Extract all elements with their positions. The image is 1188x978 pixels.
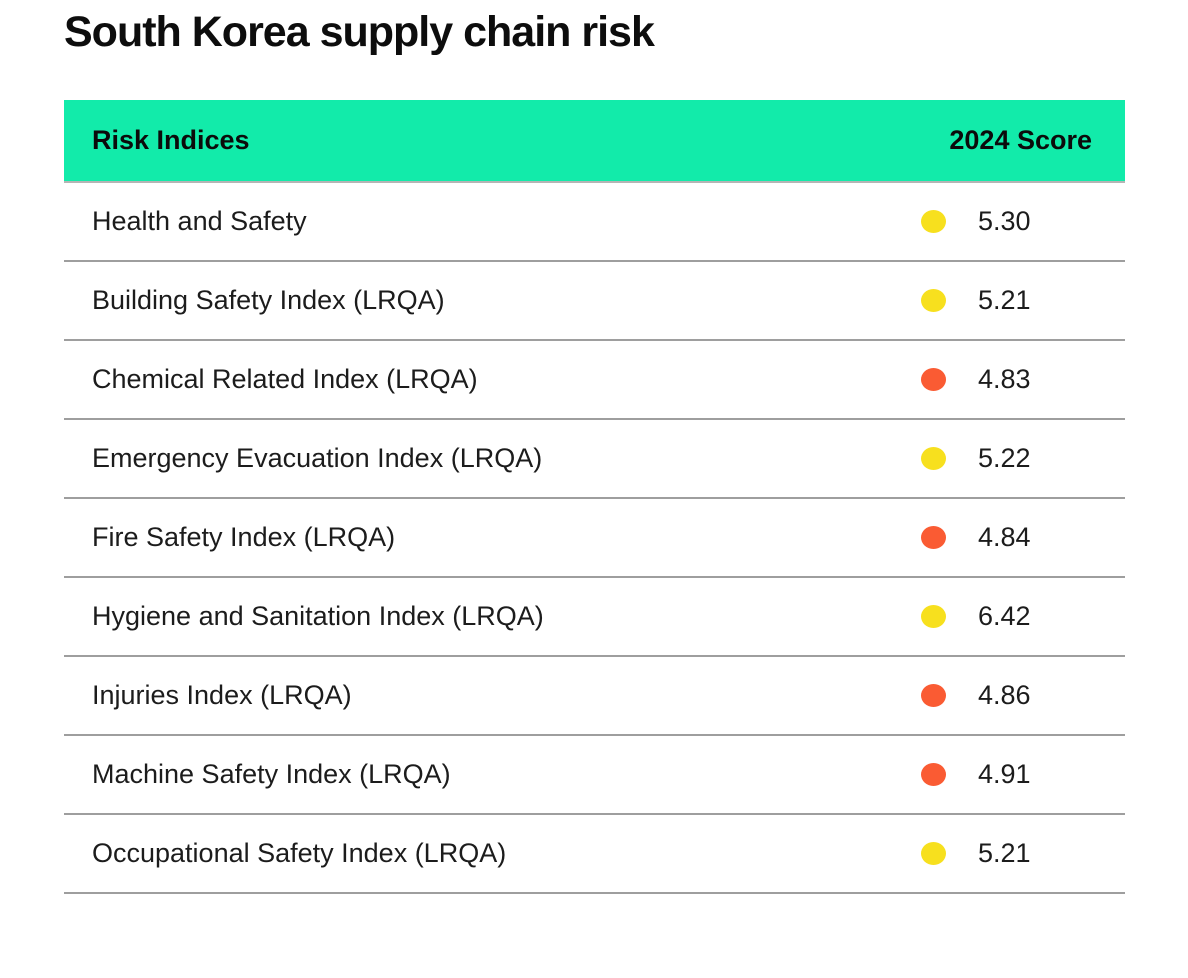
table-row: Health and Safety 5.30 xyxy=(64,183,1125,262)
risk-index-label: Building Safety Index (LRQA) xyxy=(92,285,445,315)
risk-level-dot-icon xyxy=(921,605,946,628)
risk-index-label: Fire Safety Index (LRQA) xyxy=(92,522,396,552)
risk-level-dot-icon xyxy=(921,447,946,470)
score-value: 4.86 xyxy=(978,680,1031,710)
risk-index-label: Hygiene and Sanitation Index (LRQA) xyxy=(92,601,544,631)
table-row: Building Safety Index (LRQA) 5.21 xyxy=(64,262,1125,341)
table-row: Fire Safety Index (LRQA) 4.84 xyxy=(64,499,1125,578)
risk-indices-table: Risk Indices 2024 Score Health and Safet… xyxy=(64,100,1125,894)
table-header-row: Risk Indices 2024 Score xyxy=(64,100,1125,183)
score-cell: 6.42 xyxy=(921,601,1125,632)
score-value: 5.21 xyxy=(978,838,1031,868)
table-row: Chemical Related Index (LRQA) 4.83 xyxy=(64,341,1125,420)
score-value: 5.22 xyxy=(978,443,1031,473)
score-value: 4.91 xyxy=(978,759,1031,789)
score-cell: 4.83 xyxy=(921,364,1125,395)
score-cell: 5.21 xyxy=(921,285,1125,316)
risk-level-dot-icon xyxy=(921,210,946,233)
table-body: Health and Safety 5.30 Building Safety I… xyxy=(64,183,1125,894)
table-row: Injuries Index (LRQA) 4.86 xyxy=(64,657,1125,736)
score-value: 4.83 xyxy=(978,364,1031,394)
table-row: Machine Safety Index (LRQA) 4.91 xyxy=(64,736,1125,815)
risk-index-label: Injuries Index (LRQA) xyxy=(92,680,352,710)
risk-level-dot-icon xyxy=(921,763,946,786)
risk-level-dot-icon xyxy=(921,842,946,865)
risk-index-label: Occupational Safety Index (LRQA) xyxy=(92,838,507,868)
score-cell: 5.22 xyxy=(921,443,1125,474)
risk-level-dot-icon xyxy=(921,526,946,549)
score-value: 4.84 xyxy=(978,522,1031,552)
score-value: 5.21 xyxy=(978,285,1031,315)
score-value: 5.30 xyxy=(978,206,1031,236)
score-cell: 4.84 xyxy=(921,522,1125,553)
risk-level-dot-icon xyxy=(921,684,946,707)
score-cell: 5.30 xyxy=(921,206,1125,237)
score-cell: 5.21 xyxy=(921,838,1125,869)
risk-index-label: Emergency Evacuation Index (LRQA) xyxy=(92,443,543,473)
page-title: South Korea supply chain risk xyxy=(64,8,655,56)
column-header-risk-indices: Risk Indices xyxy=(92,125,250,155)
table-row: Hygiene and Sanitation Index (LRQA) 6.42 xyxy=(64,578,1125,657)
table-row: Emergency Evacuation Index (LRQA) 5.22 xyxy=(64,420,1125,499)
column-header-2024-score: 2024 Score xyxy=(949,125,1092,155)
risk-level-dot-icon xyxy=(921,368,946,391)
risk-index-label: Health and Safety xyxy=(92,206,307,236)
score-cell: 4.91 xyxy=(921,759,1125,790)
table-row: Occupational Safety Index (LRQA) 5.21 xyxy=(64,815,1125,894)
risk-level-dot-icon xyxy=(921,289,946,312)
risk-index-label: Chemical Related Index (LRQA) xyxy=(92,364,478,394)
score-value: 6.42 xyxy=(978,601,1031,631)
risk-index-label: Machine Safety Index (LRQA) xyxy=(92,759,451,789)
score-cell: 4.86 xyxy=(921,680,1125,711)
